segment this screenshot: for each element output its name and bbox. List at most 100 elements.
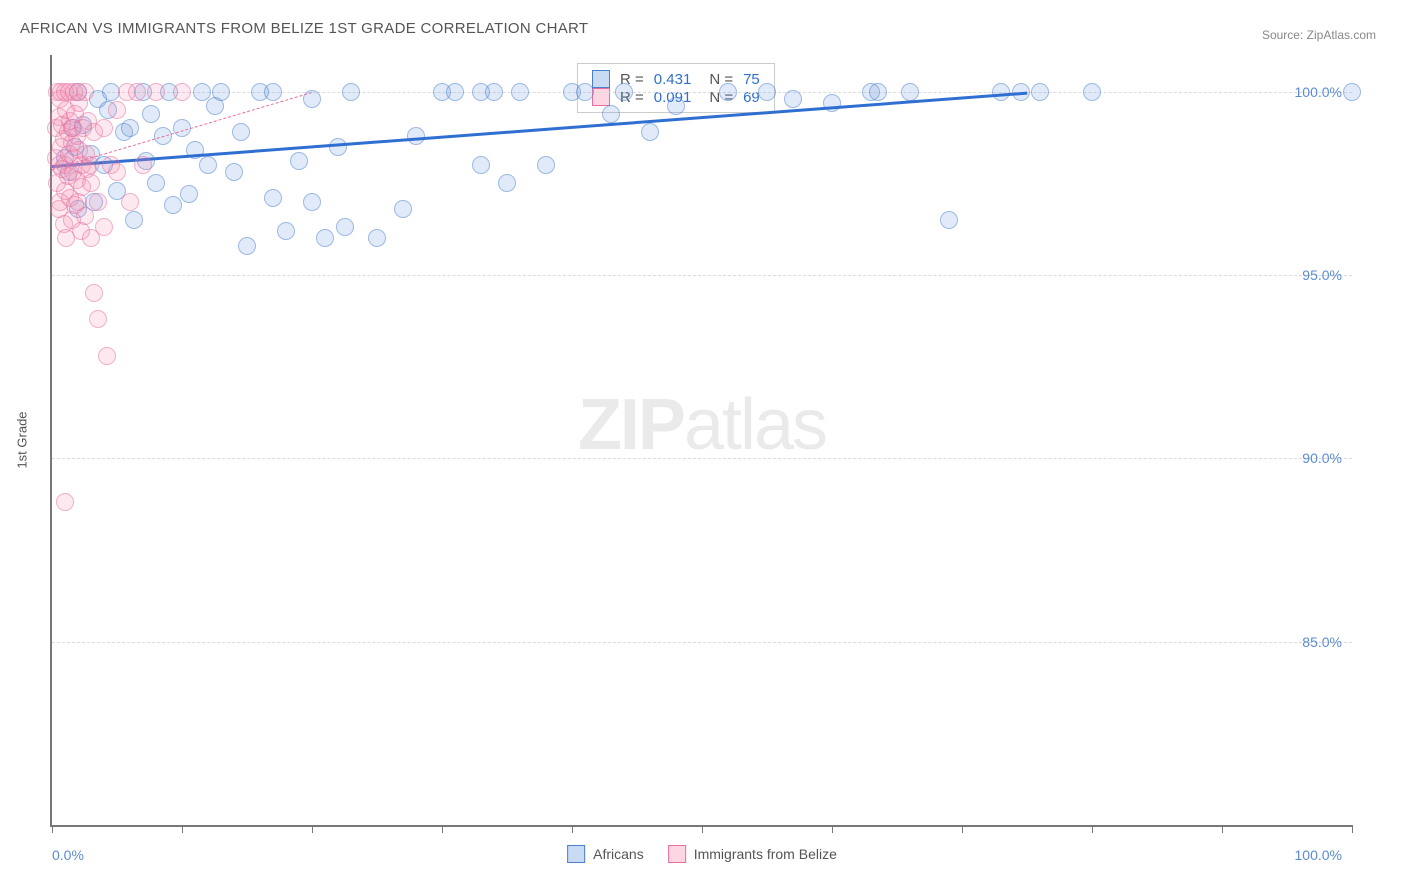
legend-swatch xyxy=(567,845,585,863)
chart-title: AFRICAN VS IMMIGRANTS FROM BELIZE 1ST GR… xyxy=(20,20,588,37)
data-point-africans xyxy=(199,156,217,174)
data-point-africans xyxy=(1343,83,1361,101)
data-point-africans xyxy=(264,83,282,101)
y-tick-label: 95.0% xyxy=(1302,267,1342,283)
watermark: ZIPatlas xyxy=(578,384,826,466)
x-tick xyxy=(52,825,53,833)
y-tick-label: 100.0% xyxy=(1295,84,1342,100)
y-axis-label: 1st Grade xyxy=(15,411,30,468)
data-point-belize xyxy=(128,83,146,101)
x-tick xyxy=(572,825,573,833)
series-legend: Africans Immigrants from Belize xyxy=(567,845,837,863)
data-point-africans xyxy=(303,193,321,211)
data-point-africans xyxy=(180,185,198,203)
x-tick xyxy=(1092,825,1093,833)
data-point-africans xyxy=(498,174,516,192)
data-point-africans xyxy=(316,229,334,247)
legend-label: Immigrants from Belize xyxy=(694,846,837,862)
watermark-atlas: atlas xyxy=(684,385,826,465)
data-point-belize xyxy=(56,493,74,511)
data-point-belize xyxy=(82,174,100,192)
data-point-africans xyxy=(264,189,282,207)
data-point-africans xyxy=(511,83,529,101)
legend-item: Immigrants from Belize xyxy=(668,845,837,863)
data-point-africans xyxy=(329,138,347,156)
data-point-belize xyxy=(173,83,191,101)
data-point-africans xyxy=(446,83,464,101)
data-point-africans xyxy=(290,152,308,170)
data-point-africans xyxy=(342,83,360,101)
watermark-zip: ZIP xyxy=(578,385,684,465)
data-point-belize xyxy=(95,218,113,236)
data-point-africans xyxy=(232,123,250,141)
x-axis-end-label: 100.0% xyxy=(1295,847,1342,863)
legend-swatch xyxy=(592,70,610,88)
gridline xyxy=(52,92,1352,93)
data-point-africans xyxy=(784,90,802,108)
data-point-africans xyxy=(1083,83,1101,101)
x-tick xyxy=(962,825,963,833)
data-point-africans xyxy=(472,156,490,174)
data-point-africans xyxy=(193,83,211,101)
data-point-africans xyxy=(576,83,594,101)
source-attribution: Source: ZipAtlas.com xyxy=(1262,28,1376,42)
y-tick-label: 85.0% xyxy=(1302,634,1342,650)
data-point-africans xyxy=(102,83,120,101)
data-point-africans xyxy=(277,222,295,240)
gridline xyxy=(52,458,1352,459)
data-point-africans xyxy=(992,83,1010,101)
data-point-belize xyxy=(108,163,126,181)
r-value: 0.431 xyxy=(654,71,692,88)
x-tick xyxy=(442,825,443,833)
x-tick xyxy=(702,825,703,833)
data-point-belize xyxy=(95,119,113,137)
legend-swatch xyxy=(668,845,686,863)
data-point-africans xyxy=(537,156,555,174)
n-value: 75 xyxy=(743,71,760,88)
data-point-africans xyxy=(869,83,887,101)
data-point-africans xyxy=(485,83,503,101)
data-point-africans xyxy=(394,200,412,218)
x-tick xyxy=(312,825,313,833)
data-point-belize xyxy=(108,101,126,119)
data-point-belize xyxy=(85,284,103,302)
data-point-africans xyxy=(940,211,958,229)
data-point-africans xyxy=(719,83,737,101)
data-point-africans xyxy=(758,83,776,101)
data-point-belize xyxy=(76,207,94,225)
data-point-africans xyxy=(147,174,165,192)
data-point-africans xyxy=(336,218,354,236)
x-tick xyxy=(182,825,183,833)
gridline xyxy=(52,275,1352,276)
data-point-belize xyxy=(98,347,116,365)
x-tick xyxy=(1352,825,1353,833)
data-point-africans xyxy=(602,105,620,123)
data-point-belize xyxy=(89,310,107,328)
data-point-belize xyxy=(134,156,152,174)
data-point-africans xyxy=(212,83,230,101)
x-tick xyxy=(1222,825,1223,833)
data-point-belize xyxy=(89,193,107,211)
data-point-africans xyxy=(901,83,919,101)
data-point-africans xyxy=(1031,83,1049,101)
legend-item: Africans xyxy=(567,845,644,863)
data-point-africans xyxy=(121,119,139,137)
data-point-africans xyxy=(225,163,243,181)
data-point-belize xyxy=(76,83,94,101)
y-tick-label: 90.0% xyxy=(1302,450,1342,466)
data-point-africans xyxy=(667,97,685,115)
x-tick xyxy=(832,825,833,833)
gridline xyxy=(52,642,1352,643)
trend-line-africans xyxy=(52,92,1027,168)
data-point-belize xyxy=(147,83,165,101)
data-point-africans xyxy=(641,123,659,141)
plot-area: 1st Grade ZIPatlas R =0.431N =75R =0.091… xyxy=(50,55,1352,827)
data-point-africans xyxy=(368,229,386,247)
data-point-africans xyxy=(407,127,425,145)
data-point-africans xyxy=(164,196,182,214)
x-axis-start-label: 0.0% xyxy=(52,847,84,863)
data-point-africans xyxy=(125,211,143,229)
data-point-africans xyxy=(238,237,256,255)
data-point-africans xyxy=(142,105,160,123)
data-point-africans xyxy=(615,83,633,101)
